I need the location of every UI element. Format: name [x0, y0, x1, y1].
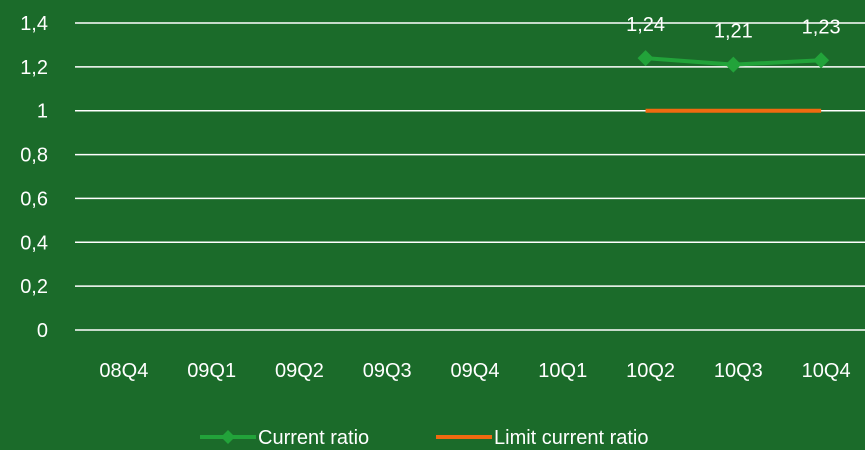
- x-tick-label: 09Q2: [275, 360, 324, 382]
- current-ratio-marker: [813, 52, 830, 69]
- x-tick-label: 09Q3: [363, 360, 412, 382]
- current-ratio-marker: [725, 56, 742, 73]
- data-labels: 1,24 1,21 1,23: [626, 14, 840, 43]
- series-lines: [637, 50, 830, 113]
- x-tick-label: 09Q4: [451, 360, 500, 382]
- x-tick-label: 09Q1: [187, 360, 236, 382]
- x-tick-label: 08Q4: [99, 360, 148, 382]
- x-tick-label: 10Q3: [714, 360, 763, 382]
- y-tick-label: 1,2: [20, 57, 48, 79]
- x-tick-label: 10Q2: [626, 360, 675, 382]
- y-tick-label: 0,6: [20, 188, 48, 210]
- y-tick-label: 0,8: [20, 145, 48, 167]
- y-tick-label: 0: [37, 320, 48, 342]
- legend-label-limit-current-ratio: Limit current ratio: [494, 427, 649, 449]
- y-tick-label: 1: [37, 101, 48, 123]
- y-tick-label: 0,4: [20, 232, 48, 254]
- x-tick-label: 10Q1: [538, 360, 587, 382]
- legend: Current ratio Limit current ratio: [200, 427, 649, 449]
- x-axis-tick-labels: 08Q4 09Q1 09Q2 09Q3 09Q4 10Q1 10Q2 10Q3 10Q4: [99, 360, 850, 382]
- y-axis-tick-labels: 0 0,2 0,4 0,6 0,8 1 1,2 1,4: [20, 13, 48, 342]
- legend-current-ratio-marker: [221, 430, 235, 444]
- y-tick-label: 0,2: [20, 276, 48, 298]
- legend-label-current-ratio: Current ratio: [258, 427, 369, 449]
- data-label: 1,23: [802, 16, 841, 38]
- current-ratio-marker: [637, 50, 654, 67]
- data-label: 1,21: [714, 21, 753, 43]
- data-label: 1,24: [626, 14, 665, 36]
- x-tick-label: 10Q4: [802, 360, 851, 382]
- y-tick-label: 1,4: [20, 13, 48, 35]
